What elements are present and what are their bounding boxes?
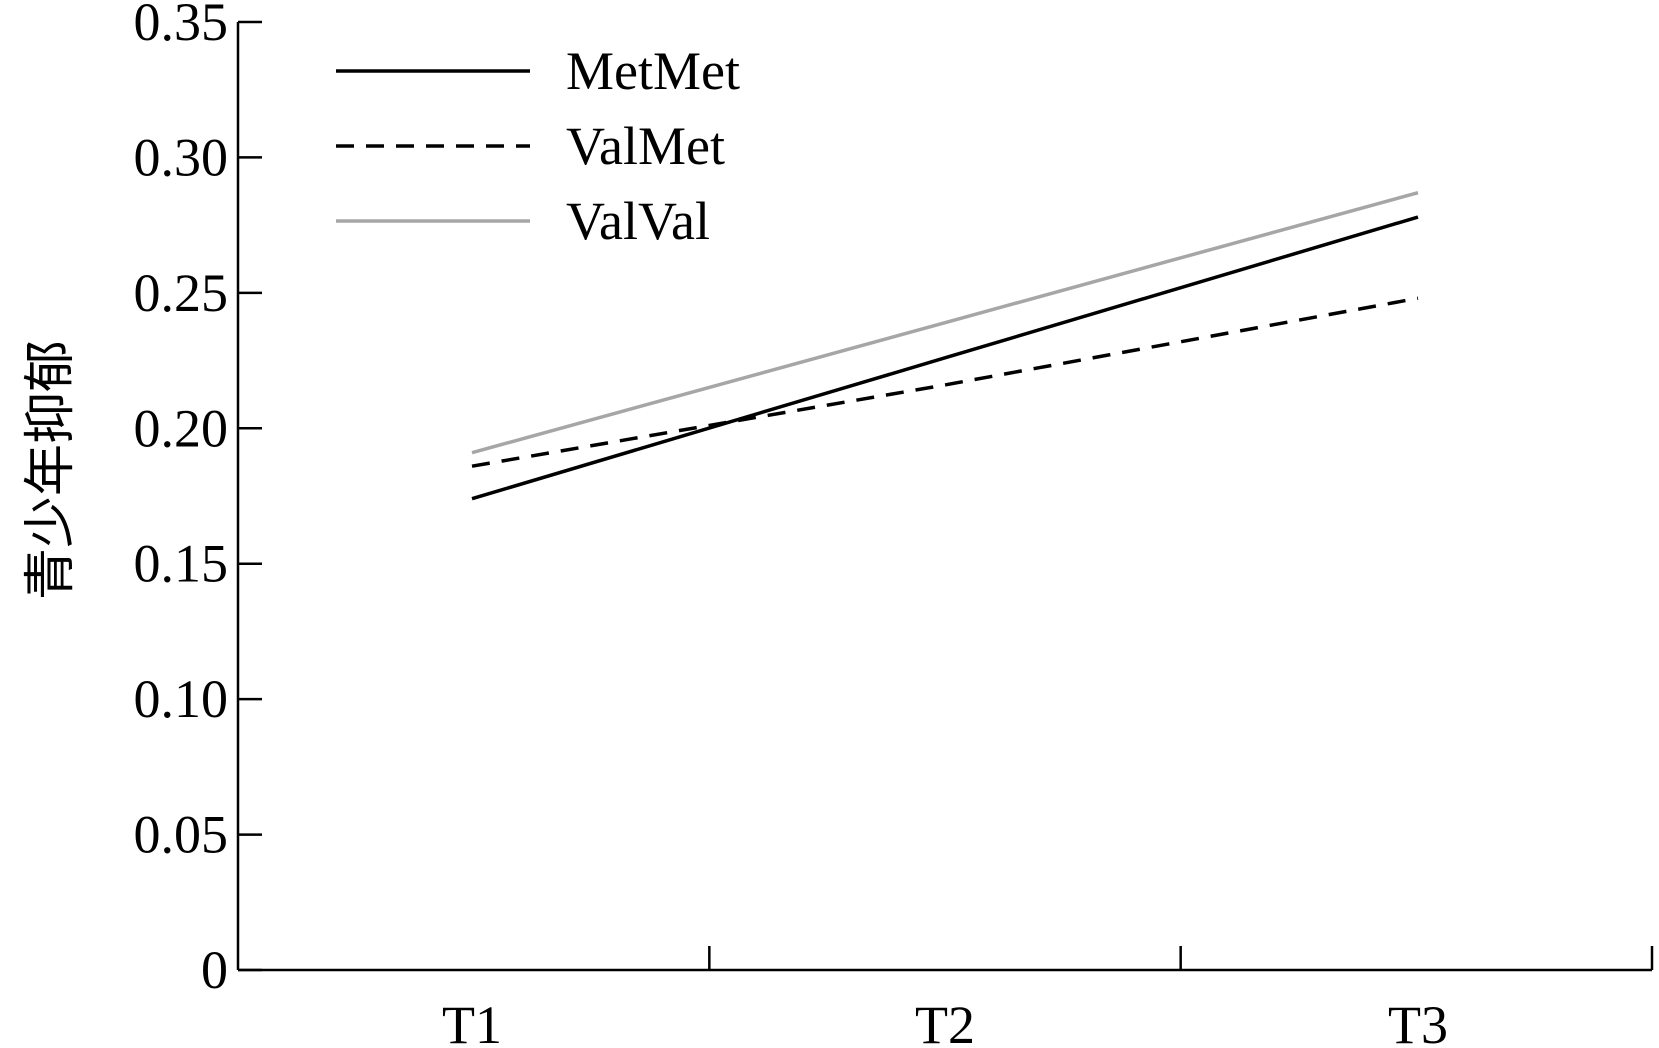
- legend: MetMet ValMet ValVal: [336, 41, 740, 251]
- series-lines: [471, 190, 1419, 501]
- x-tick-label: T1: [442, 995, 502, 1048]
- y-axis-ticks: 0 0.05 0.10 0.15 0.20 0.25 0.30 0.35: [134, 0, 262, 1000]
- x-tick-label: T3: [1388, 995, 1448, 1048]
- series-line-valval: [471, 190, 1419, 455]
- legend-label-valmet: ValMet: [566, 116, 725, 176]
- y-tick-label: 0.30: [134, 127, 229, 187]
- y-tick-label: 0.10: [134, 669, 229, 729]
- axes: [236, 22, 1652, 972]
- y-tick-label: 0.25: [134, 263, 229, 323]
- legend-label-valval: ValVal: [566, 191, 710, 251]
- y-tick-label: 0: [201, 940, 228, 1000]
- x-tick-label: T2: [915, 995, 975, 1048]
- x-axis-ticks: T1 T2 T3: [442, 946, 1654, 1048]
- y-tick-label: 0.35: [134, 0, 229, 52]
- series-line-valmet: [471, 296, 1419, 468]
- series-line-metmet: [471, 215, 1419, 501]
- y-tick-label: 0.15: [134, 534, 229, 594]
- y-axis-title: 青少年抑郁: [21, 340, 81, 600]
- legend-label-metmet: MetMet: [566, 41, 740, 101]
- y-tick-label: 0.20: [134, 398, 229, 458]
- y-tick-label: 0.05: [134, 805, 229, 865]
